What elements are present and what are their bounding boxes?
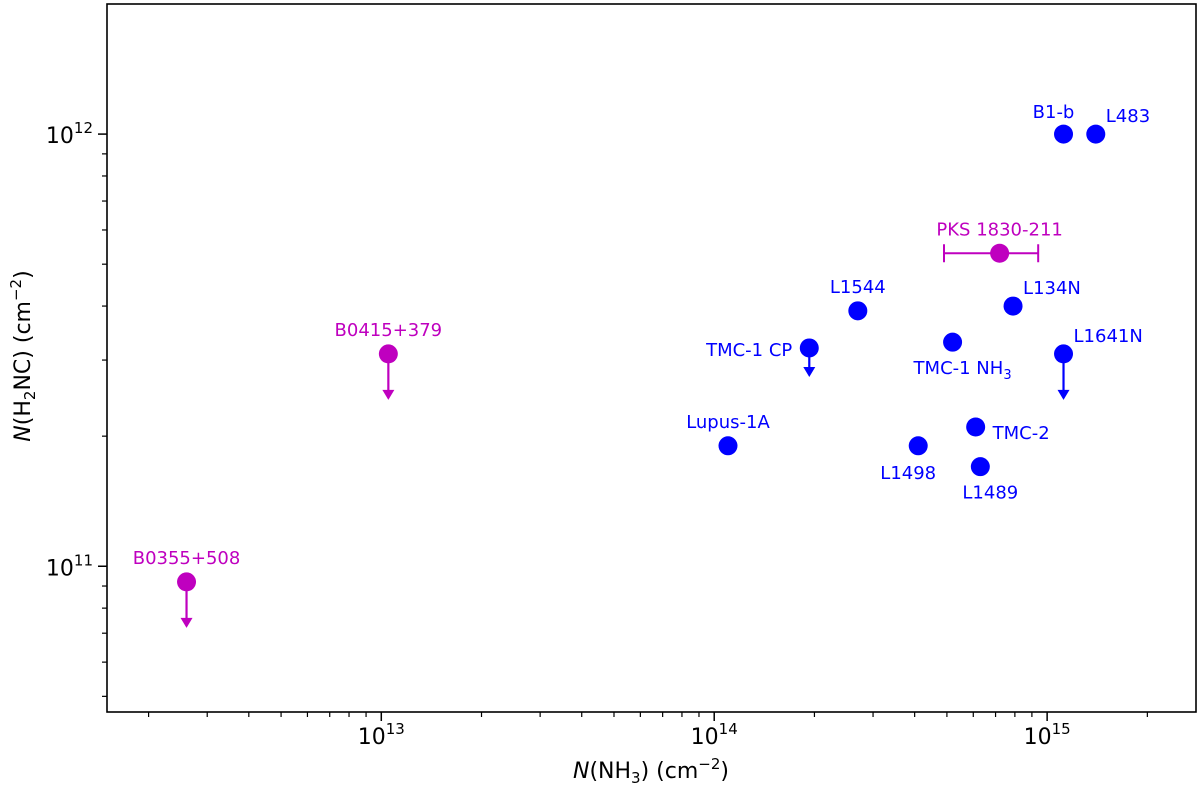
point-label: L483 <box>1106 106 1150 127</box>
marker <box>990 243 1010 263</box>
marker <box>1003 296 1023 316</box>
point-label: Lupus-1A <box>686 412 770 433</box>
point-l1498: L1498 <box>880 436 936 484</box>
marker <box>1054 344 1074 364</box>
major-ticks: 1013 1014 1015 1011 1012 <box>46 119 1071 750</box>
point-lupus-1a: Lupus-1A <box>686 412 770 456</box>
arrow-head-icon <box>382 389 395 400</box>
point-label: B0355+508 <box>133 548 241 569</box>
x-axis-label: N(NH3) (cm−2) <box>573 755 729 786</box>
x-tick-label: 1015 <box>1024 720 1071 750</box>
y-axis-label: N(H2NC) (cm−2) <box>7 270 39 441</box>
point-l1489: L1489 <box>962 457 1018 504</box>
point-label: TMC-2 <box>992 423 1050 444</box>
plot-frame <box>106 3 1197 713</box>
marker <box>943 332 963 352</box>
marker <box>378 344 398 364</box>
point-l1544: L1544 <box>830 277 886 321</box>
y-tick-label: 1012 <box>46 119 93 149</box>
marker <box>177 572 197 592</box>
point-l1641n: L1641N <box>1054 326 1143 400</box>
minor-ticks <box>102 153 1148 717</box>
point-label: TMC-1 CP <box>705 340 792 361</box>
point-label: L1641N <box>1074 326 1143 347</box>
point-tmc-1-nh: TMC-1 NH3 <box>913 332 1012 383</box>
point-label: PKS 1830-211 <box>936 219 1062 240</box>
arrow-head-icon <box>803 366 816 377</box>
point-b0415-379: B0415+379 <box>335 320 443 400</box>
point-label: L1544 <box>830 277 886 298</box>
point-l483: L483 <box>1086 106 1150 144</box>
point-label: B1-b <box>1033 102 1075 123</box>
point-label: TMC-1 NH3 <box>913 358 1012 383</box>
point-tmc-1-cp: TMC-1 CP <box>705 338 819 377</box>
x-tick-label: 1013 <box>358 720 405 750</box>
point-label: L134N <box>1023 278 1081 299</box>
marker <box>718 436 738 456</box>
point-b1-b: B1-b <box>1033 102 1075 144</box>
point-label: L1498 <box>880 463 936 484</box>
arrow-head-icon <box>1057 389 1070 400</box>
marker <box>1054 124 1074 144</box>
point-label: B0415+379 <box>335 320 443 341</box>
marker <box>970 457 990 477</box>
marker <box>908 436 928 456</box>
y-tick-label: 1011 <box>46 551 93 581</box>
point-label: L1489 <box>962 483 1018 504</box>
point-pks-1830-211: PKS 1830-211 <box>936 219 1063 263</box>
point-l134n: L134N <box>1003 278 1081 316</box>
point-b0355-508: B0355+508 <box>133 548 241 628</box>
arrow-head-icon <box>180 617 193 628</box>
marker <box>1086 124 1106 144</box>
marker <box>966 417 986 437</box>
x-tick-label: 1014 <box>691 720 738 750</box>
data-points: B1-b L483 PKS 1830-211 L1544 L134N TMC-1 CP TM… <box>133 102 1150 628</box>
marker <box>799 338 819 358</box>
point-tmc-2: TMC-2 <box>966 417 1050 444</box>
marker <box>848 301 868 321</box>
